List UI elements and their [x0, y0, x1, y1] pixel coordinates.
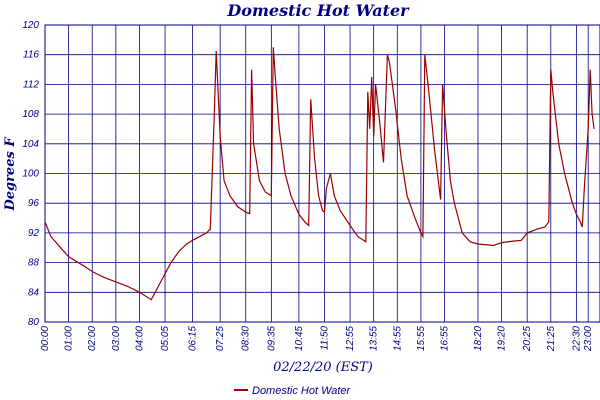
y-axis-label: Degrees F [3, 137, 18, 212]
plot-area: 80 84 88 92 96 100 104 108 112 116 120 00:00 01:00 02… [22, 20, 600, 352]
x-tick-label: 11:50 [319, 326, 330, 351]
y-tick-label: 88 [28, 258, 40, 269]
x-tick-label: 08:30 [241, 326, 252, 351]
x-tick-label: 01:00 [64, 326, 75, 351]
y-tick-label: 96 [28, 198, 40, 209]
series-line [44, 47, 595, 301]
y-tick-label: 84 [28, 287, 40, 298]
x-tick-label: 22:30 [571, 326, 582, 352]
x-tick-label: 23:00 [583, 326, 594, 352]
x-tick-label: 12:55 [345, 326, 356, 351]
legend: Domestic Hot Water [234, 385, 352, 397]
x-tick-label: 00:00 [40, 326, 51, 351]
x-tick-label: 03:00 [111, 326, 122, 351]
x-tick-label: 04:00 [134, 326, 145, 351]
y-tick-label: 120 [22, 20, 39, 31]
x-tick-label: 05:05 [160, 326, 171, 351]
x-tick-label: 18:20 [473, 326, 484, 351]
x-tick-label: 14:55 [392, 326, 403, 351]
x-tick-label: 20:25 [522, 326, 533, 352]
y-tick-label: 92 [28, 228, 40, 239]
x-tick-label: 06:15 [188, 326, 199, 351]
x-axis-label: 02/22/20 (EST) [273, 360, 373, 375]
x-tick-label: 21:25 [546, 326, 557, 352]
legend-label: Domestic Hot Water [252, 385, 352, 397]
x-tick-label: 09:35 [266, 326, 277, 351]
x-tick-label: 19:20 [497, 326, 508, 351]
x-tick-label: 13:55 [369, 326, 380, 351]
x-tick-label: 15:55 [416, 326, 427, 351]
x-tick-label: 16:55 [440, 326, 451, 351]
y-tick-label: 112 [23, 79, 39, 90]
x-tick-label: 10:45 [294, 326, 305, 351]
chart-title: Domestic Hot Water [226, 1, 410, 20]
y-tick-label: 80 [28, 317, 40, 328]
y-tick-label: 100 [22, 169, 39, 180]
x-tick-label: 02:00 [87, 326, 98, 351]
x-tick-label: 07:25 [215, 326, 226, 351]
y-tick-label: 104 [22, 139, 39, 150]
y-tick-label: 108 [22, 109, 39, 120]
y-tick-label: 116 [23, 50, 39, 61]
